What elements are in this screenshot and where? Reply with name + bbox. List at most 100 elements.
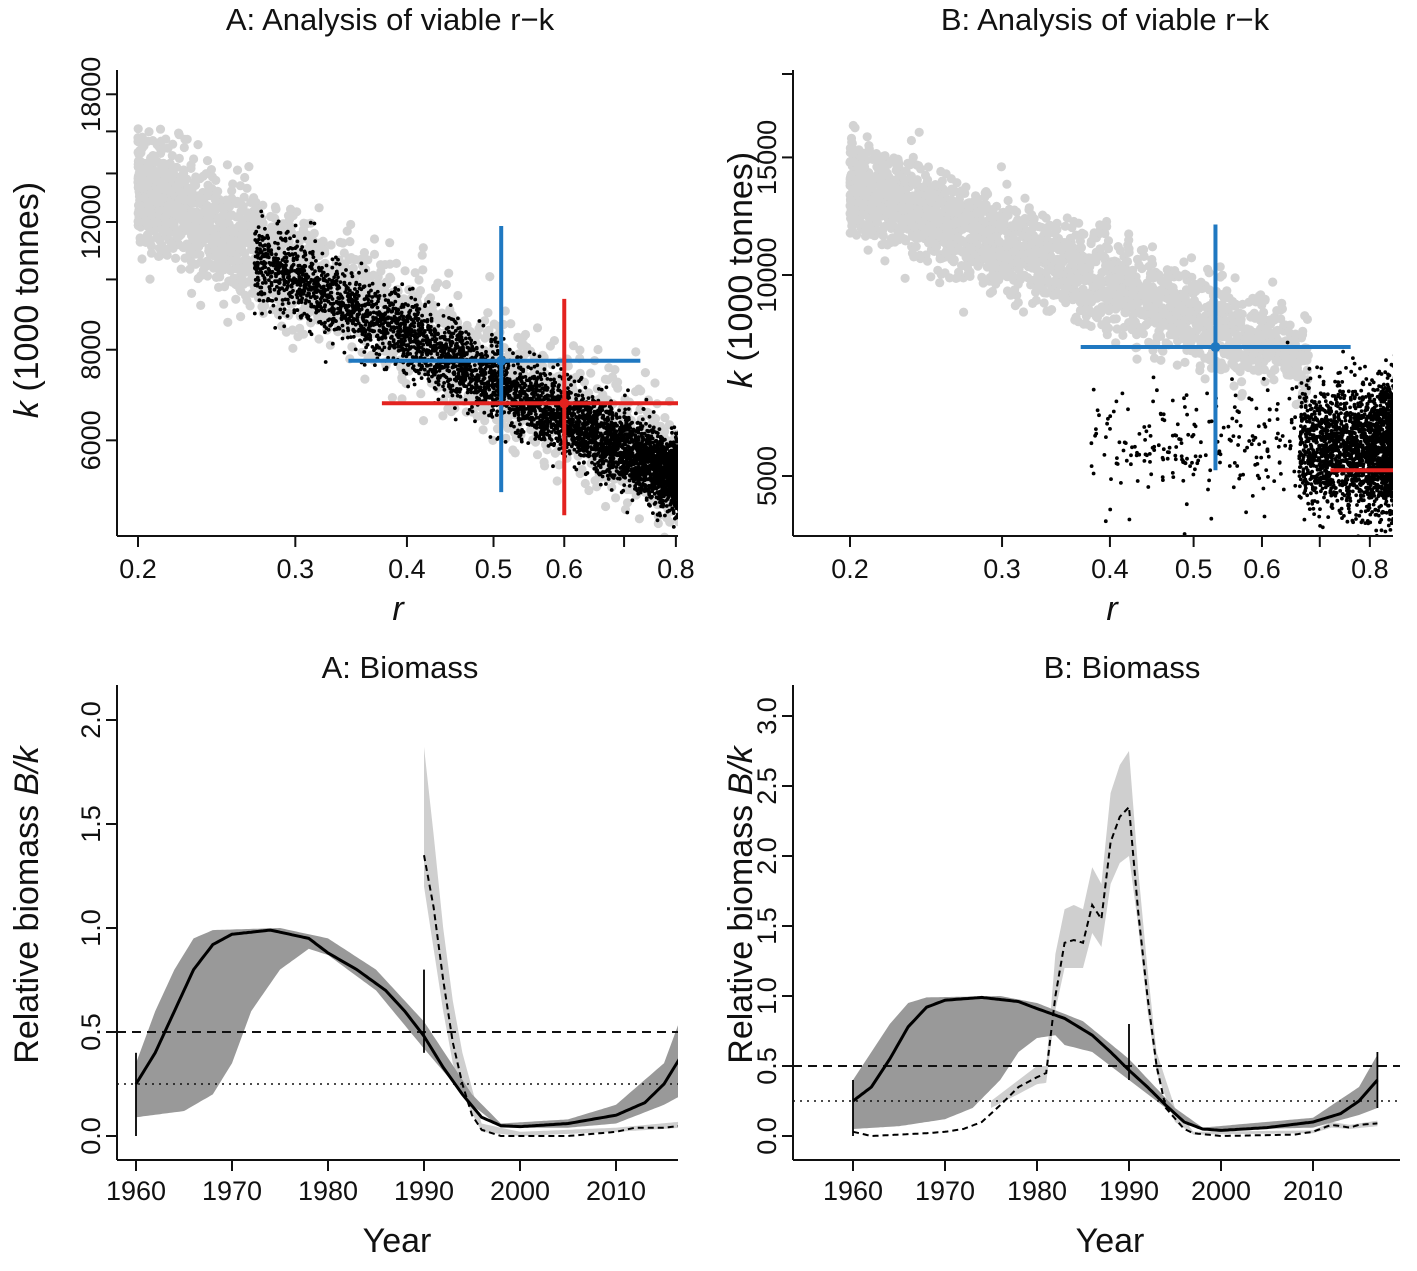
scatter-point xyxy=(366,297,371,302)
scatter-point xyxy=(679,510,683,514)
scatter-point xyxy=(601,501,611,512)
scatter-point xyxy=(425,293,436,303)
scatter-point xyxy=(684,459,688,463)
scatter-point xyxy=(210,250,220,261)
scatter-point xyxy=(207,225,217,235)
scatter-point xyxy=(678,472,682,476)
scatter-point xyxy=(418,416,429,426)
scatter-point xyxy=(415,303,419,308)
scatter-point xyxy=(681,462,685,466)
scatter-point xyxy=(236,312,246,322)
scatter-point xyxy=(683,487,687,491)
scatter-point xyxy=(679,515,683,519)
scatter-point xyxy=(293,223,298,228)
scatter-point xyxy=(682,498,686,502)
scatter-point xyxy=(679,485,683,489)
scatter-point xyxy=(263,226,267,231)
scatter-point xyxy=(436,382,441,387)
scatter-point xyxy=(681,465,685,469)
scatter-point xyxy=(276,241,280,246)
scatter-point xyxy=(276,230,281,235)
scatter-point xyxy=(683,496,687,500)
scatter-point xyxy=(158,144,168,154)
scatter-point xyxy=(679,451,683,455)
scatter-point xyxy=(532,352,536,357)
scatter-point xyxy=(679,472,688,481)
scatter-point xyxy=(683,469,687,473)
scatter-point xyxy=(412,382,417,387)
scatter-point xyxy=(544,416,549,421)
scatter-point xyxy=(536,375,541,380)
scatter-point xyxy=(176,264,186,274)
scatter-point xyxy=(681,487,685,491)
scatter-point xyxy=(683,484,687,488)
scatter-point xyxy=(480,333,490,343)
scatter-point xyxy=(171,253,181,263)
scatter-point xyxy=(481,323,486,328)
scatter-point xyxy=(658,500,662,505)
scatter-point xyxy=(137,183,147,193)
scatter-point xyxy=(554,460,564,470)
scatter-point xyxy=(681,477,685,481)
scatter-point xyxy=(680,470,684,474)
scatter-point xyxy=(231,294,241,304)
scatter-point xyxy=(373,293,378,298)
scatter-point xyxy=(683,456,687,460)
scatter-point xyxy=(393,299,398,304)
scatter-point xyxy=(483,308,493,318)
scatter-point xyxy=(679,479,683,483)
scatter-point xyxy=(525,422,530,427)
scatter-point xyxy=(684,489,688,493)
scatter-point xyxy=(683,470,687,474)
scatter-point xyxy=(682,486,686,490)
scatter-point xyxy=(627,484,632,488)
scatter-point xyxy=(683,451,687,455)
scatter-point xyxy=(296,263,301,268)
scatter-point xyxy=(328,290,333,295)
scatter-point xyxy=(575,368,585,378)
scatter-point xyxy=(679,448,683,452)
scatter-point xyxy=(684,509,688,513)
scatter-point xyxy=(631,347,641,357)
scatter-point xyxy=(191,235,201,245)
scatter-point xyxy=(549,425,554,430)
scatter-point xyxy=(213,213,223,223)
scatter-point xyxy=(682,526,686,530)
scatter-point xyxy=(322,305,327,309)
scatter-point xyxy=(682,473,686,477)
scatter-point xyxy=(388,328,393,332)
scatter-point xyxy=(679,468,683,472)
scatter-point xyxy=(683,498,687,502)
scatter-point xyxy=(370,281,375,286)
scatter-point xyxy=(244,162,254,172)
scatter-point xyxy=(183,183,193,193)
scatter-point xyxy=(681,462,685,466)
scatter-point xyxy=(369,249,380,259)
scatter-point xyxy=(371,329,376,334)
scatter-point xyxy=(575,345,585,355)
scatter-point xyxy=(360,303,364,308)
scatter-point xyxy=(677,505,678,508)
scatter-point xyxy=(680,460,684,464)
scatter-point xyxy=(247,288,257,298)
scatter-point xyxy=(178,242,188,252)
scatter-point xyxy=(494,344,499,348)
scatter-point xyxy=(202,156,213,166)
scatter-point xyxy=(680,481,684,485)
scatter-point xyxy=(363,255,373,265)
scatter-point xyxy=(490,415,495,419)
scatter-point xyxy=(679,456,688,465)
scatter-point xyxy=(641,407,646,411)
scatter-point xyxy=(464,330,468,334)
scatter-point xyxy=(677,473,678,476)
scatter-point xyxy=(682,486,686,490)
scatter-point xyxy=(606,477,611,481)
scatter-point xyxy=(680,474,684,478)
scatter-point xyxy=(681,478,685,482)
scatter-point xyxy=(211,175,221,185)
scatter-point xyxy=(391,258,401,268)
scatter-point xyxy=(631,387,641,397)
scatter-point xyxy=(359,261,364,266)
scatter-point xyxy=(191,209,202,219)
scatter-point xyxy=(682,536,686,540)
